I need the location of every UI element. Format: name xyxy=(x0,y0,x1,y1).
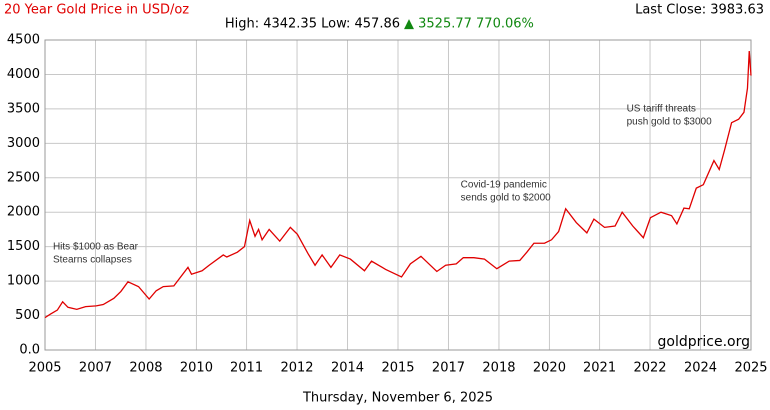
y-tick-label: 3500 xyxy=(7,101,40,116)
x-tick-label: 2022 xyxy=(633,361,666,376)
x-tick-label: 2008 xyxy=(129,361,162,376)
y-tick-label: 1500 xyxy=(7,239,40,254)
annotation: Stearns collapses xyxy=(53,254,132,265)
y-tick-label: 3000 xyxy=(7,136,40,151)
x-tick-label: 2020 xyxy=(533,361,566,376)
watermark: goldprice.org xyxy=(658,334,750,350)
y-tick-label: 2500 xyxy=(7,170,40,185)
x-tick-label: 2018 xyxy=(482,361,515,376)
price-line xyxy=(44,50,752,319)
y-tick-label: 500 xyxy=(15,308,40,323)
annotation: Hits $1000 as Bear xyxy=(53,241,139,252)
y-tick-label: 0.0 xyxy=(19,343,40,358)
x-tick-label: 2014 xyxy=(331,361,364,376)
stats: High: 4342.35 Low: 457.86 xyxy=(225,17,400,32)
x-tick-label: 2012 xyxy=(280,361,313,376)
annotation: US tariff threats xyxy=(627,104,696,115)
date: Thursday, November 6, 2025 xyxy=(302,391,493,406)
y-tick-label: 1000 xyxy=(7,274,40,289)
chart-title: 20 Year Gold Price in USD/oz xyxy=(4,3,189,18)
last-close: Last Close: 3983.63 xyxy=(635,3,764,18)
plot: 0.0 500 1000 1500 2000 2500 3000 3500 4000 4500 20… xyxy=(7,33,768,376)
annotation: push gold to $3000 xyxy=(627,117,713,128)
annotation: Covid-19 pandemic xyxy=(461,179,547,190)
x-tick-label: 2021 xyxy=(583,361,616,376)
x-tick-label: 2025 xyxy=(734,361,767,376)
x-tick-label: 2017 xyxy=(432,361,465,376)
plot-frame xyxy=(44,39,752,351)
x-tick-label: 2011 xyxy=(230,361,263,376)
x-tick-label: 2005 xyxy=(28,361,61,376)
x-tick-label: 2015 xyxy=(381,361,414,376)
y-tick-label: 2000 xyxy=(7,205,40,220)
x-tick-label: 2007 xyxy=(79,361,112,376)
change: ▲ 3525.77 770.06% xyxy=(404,17,534,32)
y-tick-label: 4000 xyxy=(7,67,40,82)
x-tick-label: 2024 xyxy=(684,361,717,376)
x-tick-label: 2010 xyxy=(180,361,213,376)
y-tick-label: 4500 xyxy=(7,33,40,48)
annotation: sends gold to $2000 xyxy=(461,192,552,203)
